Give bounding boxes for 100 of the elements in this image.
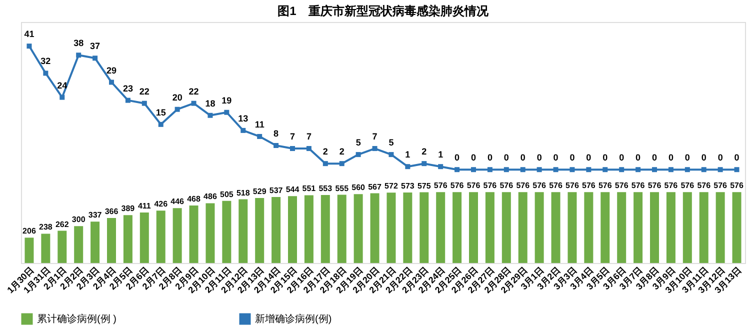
- point: [372, 146, 378, 152]
- point: [274, 143, 279, 148]
- data-label: 572: [384, 182, 398, 191]
- data-label: 553: [318, 184, 333, 194]
- legend-label: 累计确诊病例(例 ): [37, 313, 116, 325]
- point: [290, 146, 295, 152]
- point: [684, 167, 690, 172]
- chart-title: 图1 重庆市新型冠状病毒感染肺炎情况: [278, 4, 490, 18]
- data-label: 5: [388, 138, 394, 148]
- data-label: 300: [72, 215, 86, 224]
- point: [76, 52, 82, 58]
- point: [158, 122, 164, 127]
- bar: [634, 192, 643, 263]
- data-label: 0: [652, 152, 658, 163]
- bar: [600, 192, 610, 263]
- data-label: 0: [520, 152, 526, 163]
- point: [586, 167, 592, 172]
- bar: [584, 192, 594, 263]
- bar: [206, 203, 215, 263]
- data-label: 446: [170, 197, 185, 206]
- data-label: 486: [204, 192, 218, 202]
- point: [109, 80, 114, 85]
- bar: [502, 192, 511, 263]
- point: [487, 167, 492, 172]
- data-label: 0: [718, 152, 723, 163]
- data-label: 0: [553, 152, 558, 163]
- point: [174, 106, 180, 112]
- data-label: 576: [532, 181, 547, 190]
- point: [208, 112, 213, 118]
- data-label: 576: [450, 181, 464, 190]
- data-label: 0: [734, 152, 740, 163]
- data-label: 0: [586, 152, 592, 163]
- data-label: 0: [668, 152, 674, 163]
- bar: [518, 192, 528, 263]
- data-label: 576: [664, 181, 678, 190]
- point: [125, 98, 130, 103]
- point: [520, 167, 526, 172]
- bar: [238, 199, 248, 263]
- point: [60, 94, 65, 100]
- data-label: 2: [422, 146, 427, 157]
- data-label: 518: [236, 188, 250, 198]
- point: [92, 56, 98, 61]
- data-label: 0: [470, 152, 476, 163]
- data-label: 555: [335, 184, 350, 193]
- data-label: 366: [104, 206, 119, 216]
- data-label: 537: [269, 186, 284, 195]
- bar: [24, 238, 34, 263]
- data-label: 576: [566, 181, 580, 190]
- bar: [568, 192, 577, 263]
- bar: [304, 195, 314, 263]
- point: [191, 100, 196, 106]
- data-label: 11: [254, 119, 264, 130]
- data-label: 576: [466, 181, 481, 190]
- point: [438, 164, 444, 170]
- data-label: 7: [372, 132, 378, 142]
- data-label: 7: [290, 132, 296, 142]
- data-label: 576: [614, 181, 629, 190]
- data-label: 1: [438, 150, 444, 160]
- point: [504, 167, 509, 172]
- data-label: 0: [504, 152, 509, 163]
- data-label: 576: [631, 181, 646, 190]
- bar: [156, 210, 166, 263]
- data-label: 426: [154, 200, 168, 209]
- bar: [699, 192, 708, 263]
- bar: [222, 200, 232, 263]
- data-label: 22: [139, 86, 150, 96]
- data-label: 576: [582, 181, 596, 190]
- data-label: 2: [339, 146, 344, 157]
- data-label: 0: [684, 152, 690, 163]
- bar: [534, 192, 544, 263]
- data-label: 1: [405, 150, 410, 160]
- point: [718, 167, 723, 172]
- point: [636, 167, 641, 172]
- bar: [617, 192, 626, 263]
- data-label: 576: [697, 181, 712, 190]
- data-label: 0: [619, 152, 624, 163]
- bar: [288, 196, 297, 263]
- point: [306, 146, 312, 152]
- data-label: 238: [39, 222, 53, 232]
- bar: [107, 218, 116, 263]
- point: [257, 134, 262, 139]
- point: [652, 167, 657, 172]
- point: [553, 167, 558, 172]
- bar: [140, 212, 149, 263]
- bar: [682, 192, 692, 263]
- point: [322, 161, 328, 166]
- data-label: 13: [238, 113, 248, 124]
- point: [734, 167, 740, 172]
- point: [701, 167, 706, 172]
- data-label: 22: [188, 86, 199, 96]
- data-label: 0: [454, 152, 460, 163]
- point: [339, 161, 344, 166]
- bar: [452, 192, 462, 263]
- bar: [386, 192, 396, 263]
- bar: [485, 192, 494, 263]
- data-label: 0: [570, 152, 575, 163]
- bar: [272, 196, 281, 263]
- bar: [469, 192, 478, 263]
- data-label: 8: [274, 128, 279, 139]
- data-label: 544: [286, 185, 300, 194]
